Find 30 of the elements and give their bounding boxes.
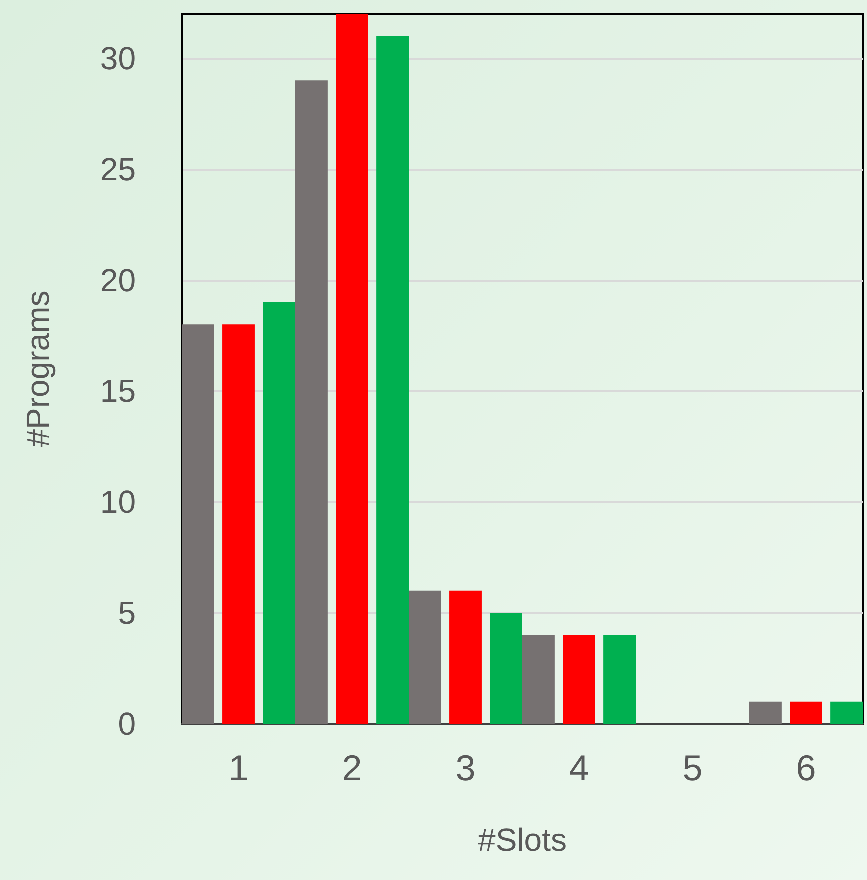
bar xyxy=(604,635,636,724)
bar xyxy=(263,302,296,724)
x-tick-label: 6 xyxy=(796,748,816,788)
bar xyxy=(490,613,522,724)
y-tick-label: 0 xyxy=(118,706,136,742)
x-tick-label: 2 xyxy=(342,748,362,788)
y-tick-label: 30 xyxy=(100,40,136,76)
x-axis-title: #Slots xyxy=(478,822,567,858)
bar xyxy=(336,14,368,724)
y-tick-label: 25 xyxy=(100,151,136,188)
bar xyxy=(450,590,482,724)
bar xyxy=(522,635,555,724)
y-tick-label: 15 xyxy=(100,373,136,410)
bar xyxy=(409,590,442,724)
bar xyxy=(222,324,255,724)
bar xyxy=(830,702,863,724)
bar xyxy=(182,324,214,724)
y-tick-label: 10 xyxy=(100,484,136,520)
y-axis-title: #Programs xyxy=(20,290,56,448)
x-tick-label: 4 xyxy=(569,748,590,788)
bar xyxy=(296,80,328,724)
bar xyxy=(563,635,596,724)
bar xyxy=(790,702,822,724)
x-tick-label: 3 xyxy=(456,748,476,788)
y-tick-label: 5 xyxy=(118,595,136,632)
y-tick-label: 20 xyxy=(100,262,136,298)
x-tick-label: 1 xyxy=(228,748,249,788)
x-tick-label: 5 xyxy=(682,748,703,788)
bar xyxy=(376,36,409,724)
bar xyxy=(750,702,782,724)
